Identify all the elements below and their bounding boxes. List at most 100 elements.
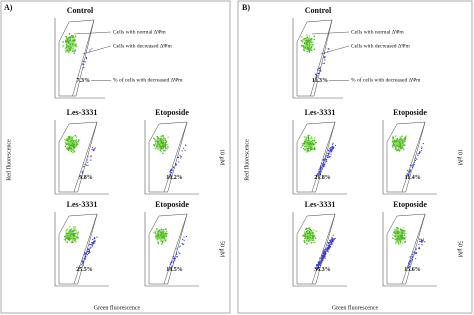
cell-dot [307,48,309,50]
cell-dot [419,151,421,153]
cell-dot [331,239,333,241]
cell-dot [78,139,80,141]
cell-dot [322,259,324,262]
cell-dot [303,136,306,138]
cell-dot [88,252,90,254]
cell-dot [314,237,317,239]
axes [54,18,105,99]
cell-dot [62,33,65,35]
cell-dot [397,230,399,233]
cell-dot [179,154,181,156]
cell-dot [312,44,315,46]
cell-dot [75,230,77,232]
cell-dot [313,38,316,41]
cell-dot [409,164,412,166]
cell-dot [313,35,316,38]
cell-dot [71,140,74,143]
cell-dot [400,141,402,144]
cell-dot [396,238,398,241]
cell-dot [163,144,166,147]
pointer [82,45,112,55]
cell-dot [89,244,92,246]
gate-divider [73,213,98,285]
cell-dot [399,136,402,138]
cell-dot [62,45,64,48]
cell-dot [157,147,160,150]
cell-dot [395,229,397,231]
panel-label: B) [242,3,250,12]
cell-dot [92,238,94,241]
cell-dot [73,37,76,39]
cell-dot [170,171,173,174]
cell-dot [411,259,414,261]
flow-plot: Les-3331 21.8% [292,108,347,195]
cell-dot [394,148,397,150]
cell-dot [303,239,306,242]
cell-dot [397,241,400,244]
cell-dot [395,135,397,137]
cell-dot [90,159,92,161]
cell-dot [180,156,182,158]
plot-title: Etoposide [393,200,427,209]
cell-dot [66,139,68,142]
axes [292,18,343,99]
cell-dot [315,141,317,144]
cell-dot [317,263,320,266]
cell-dot [392,146,394,149]
cell-dot [153,144,156,147]
cell-dot [415,248,417,250]
cell-dot [156,235,158,237]
cell-dot [160,138,162,141]
cell-dot [418,247,420,249]
cell-dot [178,246,180,248]
plot-title: Etoposide [155,200,189,209]
cell-dot [323,254,325,256]
cell-dot [318,68,320,70]
cell-dot [154,140,157,143]
cell-dot [398,138,401,141]
cell-dot [94,236,96,239]
cell-dot [310,47,313,49]
cell-dot [72,230,74,233]
cell-dot [307,144,309,146]
cell-dot [422,239,424,241]
cell-dot [157,240,159,243]
cell-dot [84,163,86,166]
cell-dot [329,146,332,149]
cell-dot [323,164,325,166]
cell-dot [70,136,73,139]
cell-dot [75,136,78,138]
cell-dot [160,233,163,235]
cell-dot [72,241,74,244]
cell-dot [332,146,334,148]
cell-dot [81,264,83,266]
cell-dot [313,147,315,150]
cell-dot [68,230,71,232]
cell-dot [310,40,312,42]
cell-dot [175,164,177,166]
annotation: Cells with decreased ΔΨm [351,43,410,49]
cell-dot [84,61,86,63]
cell-dot [308,43,311,45]
cell-dot [324,163,326,165]
cell-dot [74,226,77,228]
cell-dot [330,149,332,151]
plot-title: Etoposide [393,108,427,117]
percent-label: 15.6% [404,267,421,273]
cell-dot [176,253,178,255]
cell-dot [316,75,318,77]
cell-dot [65,40,68,43]
cell-dot [67,138,69,141]
cell-dot [318,69,320,72]
cell-dot [396,145,398,147]
cell-dot [155,236,157,239]
cell-dot [82,258,84,260]
cell-dot [327,154,329,157]
cell-dot [66,232,68,235]
cell-dot [89,49,91,51]
cell-dot [304,40,307,43]
cell-dot [307,134,310,137]
cell-dot [397,232,399,234]
y-axis-label: Red fluorescence [243,139,250,181]
cell-dot [312,229,315,232]
